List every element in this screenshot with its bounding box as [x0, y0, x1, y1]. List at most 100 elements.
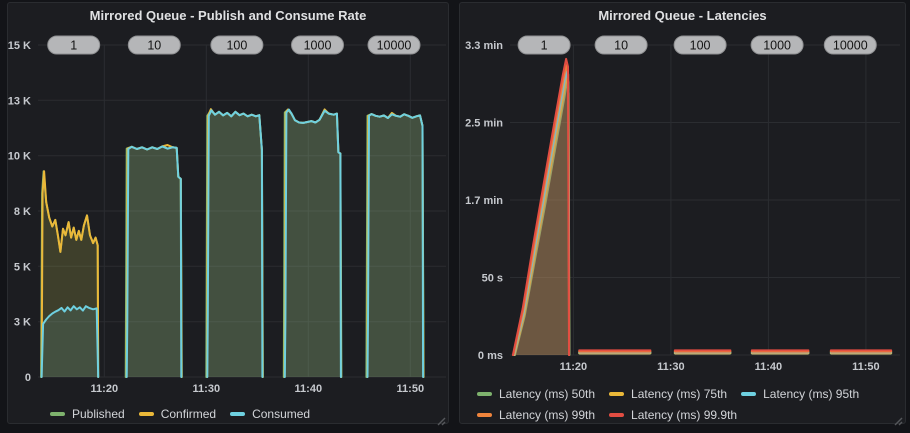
annotation-pill[interactable]: 1	[517, 35, 571, 55]
y-axis-tick-label: 0	[25, 372, 31, 384]
confirmed-area	[367, 112, 424, 378]
latency-99.9th-area	[579, 350, 651, 355]
published-area	[366, 114, 424, 377]
annotation-pill[interactable]: 10000	[823, 35, 877, 55]
resize-handle-icon[interactable]	[437, 413, 446, 426]
legend-swatch	[741, 391, 757, 396]
y-axis-tick-label: 2.5 min	[465, 118, 503, 130]
legend-label: Latency (ms) 50th	[499, 386, 596, 401]
legend-item-latency-99.9th[interactable]: Latency (ms) 99.9th	[609, 405, 737, 424]
y-axis-tick-label: 0 ms	[478, 350, 503, 362]
legend-swatch	[477, 412, 492, 417]
consumed-area	[126, 146, 182, 377]
latency-99.9th-area	[830, 350, 892, 355]
consumed-line	[283, 108, 342, 378]
consumed-area	[367, 114, 424, 377]
svg-text:1: 1	[70, 39, 77, 53]
svg-text:10000: 10000	[833, 39, 868, 53]
annotation-pill[interactable]: 10	[594, 35, 648, 55]
published-area	[283, 109, 342, 377]
published-area	[206, 110, 263, 378]
legend-item-latency-95th[interactable]: Latency (ms) 95th	[741, 384, 859, 403]
legend-label: Latency (ms) 75th	[631, 386, 728, 401]
y-axis-tick-label: 1.7 min	[465, 195, 503, 207]
annotation-pill[interactable]: 10000	[367, 35, 421, 55]
panel-latencies: Mirrored Queue - Latencies 0 ms 50 s 1.7 m…	[459, 2, 906, 426]
legend-item-latency-75th[interactable]: Latency (ms) 75th	[609, 384, 727, 403]
annotation-pill[interactable]: 1000	[750, 35, 804, 55]
confirmed-area	[284, 109, 342, 378]
resize-handle-icon[interactable]	[894, 413, 903, 426]
legend-item-latency-99th[interactable]: Latency (ms) 99th	[477, 405, 595, 424]
latency-99.9th-line	[511, 57, 570, 356]
latency-75th-area	[514, 76, 570, 355]
legend-label: Consumed	[252, 406, 311, 421]
published-area	[125, 146, 182, 377]
latency-99.9th-area	[674, 350, 731, 355]
consumed-area	[41, 306, 99, 377]
annotation-pill[interactable]: 100	[673, 35, 727, 55]
legend-swatch	[477, 391, 492, 396]
confirmed-area	[126, 145, 182, 377]
x-axis-tick-label: 11:30	[193, 383, 221, 395]
y-axis-tick-label: 5 K	[14, 261, 31, 273]
legend-swatch	[609, 391, 625, 396]
consumed-area	[284, 109, 341, 377]
consumed-line	[366, 113, 425, 378]
legend-item-published[interactable]: Published	[50, 404, 125, 423]
panel-title[interactable]: Mirrored Queue - Latencies	[598, 8, 767, 23]
consumed-line	[40, 305, 100, 378]
annotation-pill[interactable]: 1	[47, 35, 101, 55]
legend-item-confirmed[interactable]: Confirmed	[138, 404, 217, 423]
svg-text:1000: 1000	[763, 39, 791, 53]
annotation-pill[interactable]: 1000	[291, 35, 344, 55]
y-axis-tick-label: 15 K	[8, 40, 31, 52]
x-axis-tick-label: 11:20	[91, 383, 119, 395]
consumed-line	[206, 109, 264, 378]
consumed-area	[207, 110, 263, 378]
legend-label: Confirmed	[160, 406, 217, 421]
legend-swatch	[609, 412, 625, 417]
latency-99.9th-area	[512, 58, 569, 356]
legend-swatch	[138, 411, 154, 416]
y-axis-tick-label: 3 K	[14, 317, 31, 329]
latency-99th-area	[513, 65, 570, 355]
x-axis-tick-label: 11:20	[560, 361, 588, 373]
legend-item-consumed[interactable]: Consumed	[230, 404, 310, 423]
x-axis-tick-label: 11:40	[295, 383, 323, 395]
annotation-pill[interactable]: 100	[210, 35, 264, 55]
y-axis-tick-label: 50 s	[482, 273, 503, 285]
y-axis-tick-label: 10 K	[8, 151, 31, 163]
x-axis-tick-label: 11:30	[657, 361, 685, 373]
svg-text:1000: 1000	[304, 39, 332, 53]
publish-consume-chart[interactable]: 0 3 K 5 K 8 K 10 K 13 K 15 K 11:20 11:30 11:40 11:…	[8, 3, 448, 423]
x-axis-tick-label: 11:50	[852, 361, 880, 373]
x-axis-tick-label: 11:40	[755, 361, 783, 373]
svg-text:100: 100	[226, 39, 247, 53]
legend: Latency (ms) 50th Latency (ms) 75th Latenc…	[477, 384, 897, 424]
svg-text:10: 10	[614, 39, 628, 53]
latencies-chart[interactable]: 0 ms 50 s 1.7 min 2.5 min 3.3 min 11:20 11:30 1…	[460, 3, 905, 423]
svg-text:100: 100	[690, 39, 711, 53]
legend-label: Latency (ms) 99.9th	[631, 407, 738, 422]
y-axis-tick-label: 3.3 min	[465, 40, 503, 52]
legend-label: Published	[72, 406, 125, 421]
legend-label: Latency (ms) 99th	[499, 407, 596, 422]
svg-text:10: 10	[147, 39, 161, 53]
y-axis-tick-label: 13 K	[8, 95, 31, 107]
x-axis-tick-label: 11:50	[397, 383, 425, 395]
annotation-pill[interactable]: 10	[127, 35, 181, 55]
panel-title[interactable]: Mirrored Queue - Publish and Consume Rat…	[89, 8, 367, 23]
legend-label: Latency (ms) 95th	[763, 386, 860, 401]
confirmed-line	[40, 170, 100, 378]
legend-swatch	[230, 411, 246, 416]
svg-text:10000: 10000	[377, 39, 412, 53]
consumed-line	[125, 145, 183, 378]
confirmed-area	[207, 109, 263, 377]
panel-publish-consume-rate: Mirrored Queue - Publish and Consume Rat…	[7, 2, 449, 426]
latency-99.9th-area	[751, 350, 809, 355]
legend: Published Confirmed Consumed	[50, 404, 440, 423]
legend-item-latency-50th[interactable]: Latency (ms) 50th	[477, 384, 595, 403]
svg-text:1: 1	[541, 39, 548, 53]
